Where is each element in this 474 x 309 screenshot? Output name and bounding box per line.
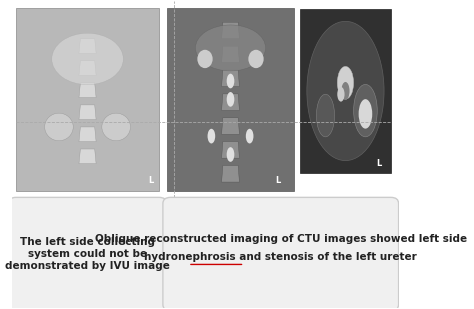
Ellipse shape xyxy=(195,25,265,71)
Ellipse shape xyxy=(197,50,213,68)
Ellipse shape xyxy=(246,129,254,143)
Ellipse shape xyxy=(102,113,130,141)
Polygon shape xyxy=(79,105,96,120)
Ellipse shape xyxy=(354,84,377,137)
Polygon shape xyxy=(221,166,239,182)
Text: L: L xyxy=(148,176,153,185)
Text: L: L xyxy=(376,159,381,168)
Polygon shape xyxy=(79,61,96,75)
Polygon shape xyxy=(79,149,96,164)
Ellipse shape xyxy=(208,129,215,143)
Ellipse shape xyxy=(307,21,384,161)
Ellipse shape xyxy=(248,50,264,68)
Ellipse shape xyxy=(337,66,354,99)
Polygon shape xyxy=(79,127,96,142)
Ellipse shape xyxy=(359,99,372,129)
Ellipse shape xyxy=(227,92,234,107)
Text: hydronephrosis and stenosis of the left ureter: hydronephrosis and stenosis of the left … xyxy=(145,252,417,262)
Ellipse shape xyxy=(317,94,335,137)
Text: The left side collecting
system could not be
demonstrated by IVU image: The left side collecting system could no… xyxy=(5,237,170,271)
FancyBboxPatch shape xyxy=(9,197,167,309)
Polygon shape xyxy=(221,94,239,110)
Ellipse shape xyxy=(337,87,345,102)
Polygon shape xyxy=(221,118,239,134)
Polygon shape xyxy=(221,22,239,39)
Ellipse shape xyxy=(227,147,234,162)
FancyBboxPatch shape xyxy=(163,197,399,309)
Ellipse shape xyxy=(45,113,73,141)
Ellipse shape xyxy=(227,74,234,88)
Text: L: L xyxy=(275,176,281,185)
Polygon shape xyxy=(221,46,239,63)
Ellipse shape xyxy=(52,33,123,85)
FancyBboxPatch shape xyxy=(167,7,294,191)
Polygon shape xyxy=(221,142,239,158)
Polygon shape xyxy=(79,83,96,98)
FancyBboxPatch shape xyxy=(300,9,391,173)
Ellipse shape xyxy=(341,82,349,100)
Polygon shape xyxy=(79,39,96,53)
Text: Oblique reconstructed imaging of CTU images showed left side: Oblique reconstructed imaging of CTU ima… xyxy=(95,234,467,244)
FancyBboxPatch shape xyxy=(16,7,159,191)
Polygon shape xyxy=(221,70,239,87)
